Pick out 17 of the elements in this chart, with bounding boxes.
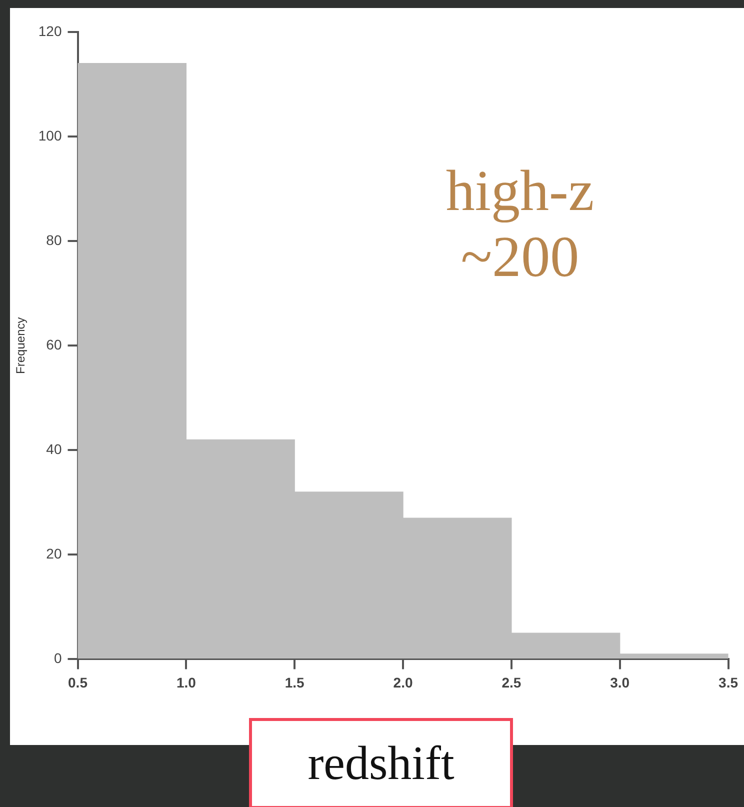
y-tick-label: 0 — [54, 650, 62, 666]
y-tick-label: 80 — [46, 232, 62, 248]
x-tick-label: 1.0 — [176, 674, 196, 690]
y-axis-title: Frequency — [14, 317, 28, 374]
x-axis-title: redshift — [249, 718, 513, 807]
y-tick-label: 60 — [46, 336, 62, 352]
annotation: high-z ~200 — [444, 158, 596, 290]
x-tick-label: 3.5 — [718, 674, 738, 690]
x-tick-label: 2.0 — [393, 674, 413, 690]
y-tick-label: 120 — [38, 22, 62, 39]
x-tick-label: 1.5 — [284, 674, 305, 690]
x-tick-label: 3.0 — [610, 674, 630, 690]
y-tick-label: 40 — [46, 440, 62, 457]
x-tick-label: 2.5 — [502, 674, 522, 690]
y-tick-label: 100 — [38, 127, 62, 144]
y-tick-label: 20 — [46, 546, 62, 562]
x-tick-label: 0.5 — [68, 674, 88, 690]
